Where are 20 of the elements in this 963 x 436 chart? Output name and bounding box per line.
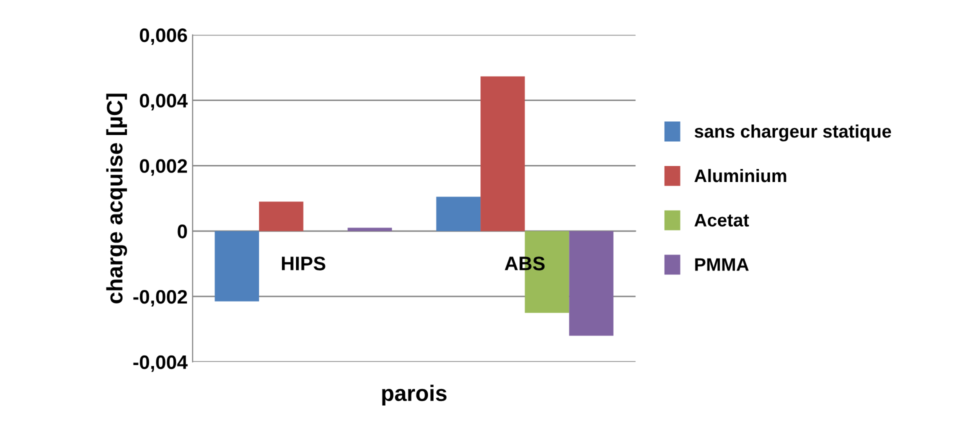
bar <box>348 228 392 232</box>
bar <box>480 76 525 232</box>
x-tick-label: HIPS <box>282 256 326 270</box>
legend-label: PMMA <box>695 258 749 271</box>
y-tick-label: -0,002 <box>133 290 187 307</box>
y-tick-label: -0,004 <box>133 355 188 372</box>
y-tick-label: 0 <box>178 224 187 238</box>
y-tick-label: 0,002 <box>140 159 187 176</box>
legend-label: Aluminium <box>694 168 786 182</box>
y-axis-title: charge acquise [µC] <box>106 94 128 304</box>
legend-label: sans chargeur statique <box>694 124 892 142</box>
y-tick-label: 0,004 <box>140 94 188 110</box>
bar <box>436 196 481 232</box>
bar <box>214 231 260 302</box>
x-axis-title: parois <box>382 384 447 406</box>
legend-label: Acetat <box>694 214 749 227</box>
bar <box>569 231 614 336</box>
y-tick-label: 0,006 <box>140 28 188 45</box>
bar <box>259 202 304 232</box>
x-tick-label: ABS <box>504 256 545 270</box>
